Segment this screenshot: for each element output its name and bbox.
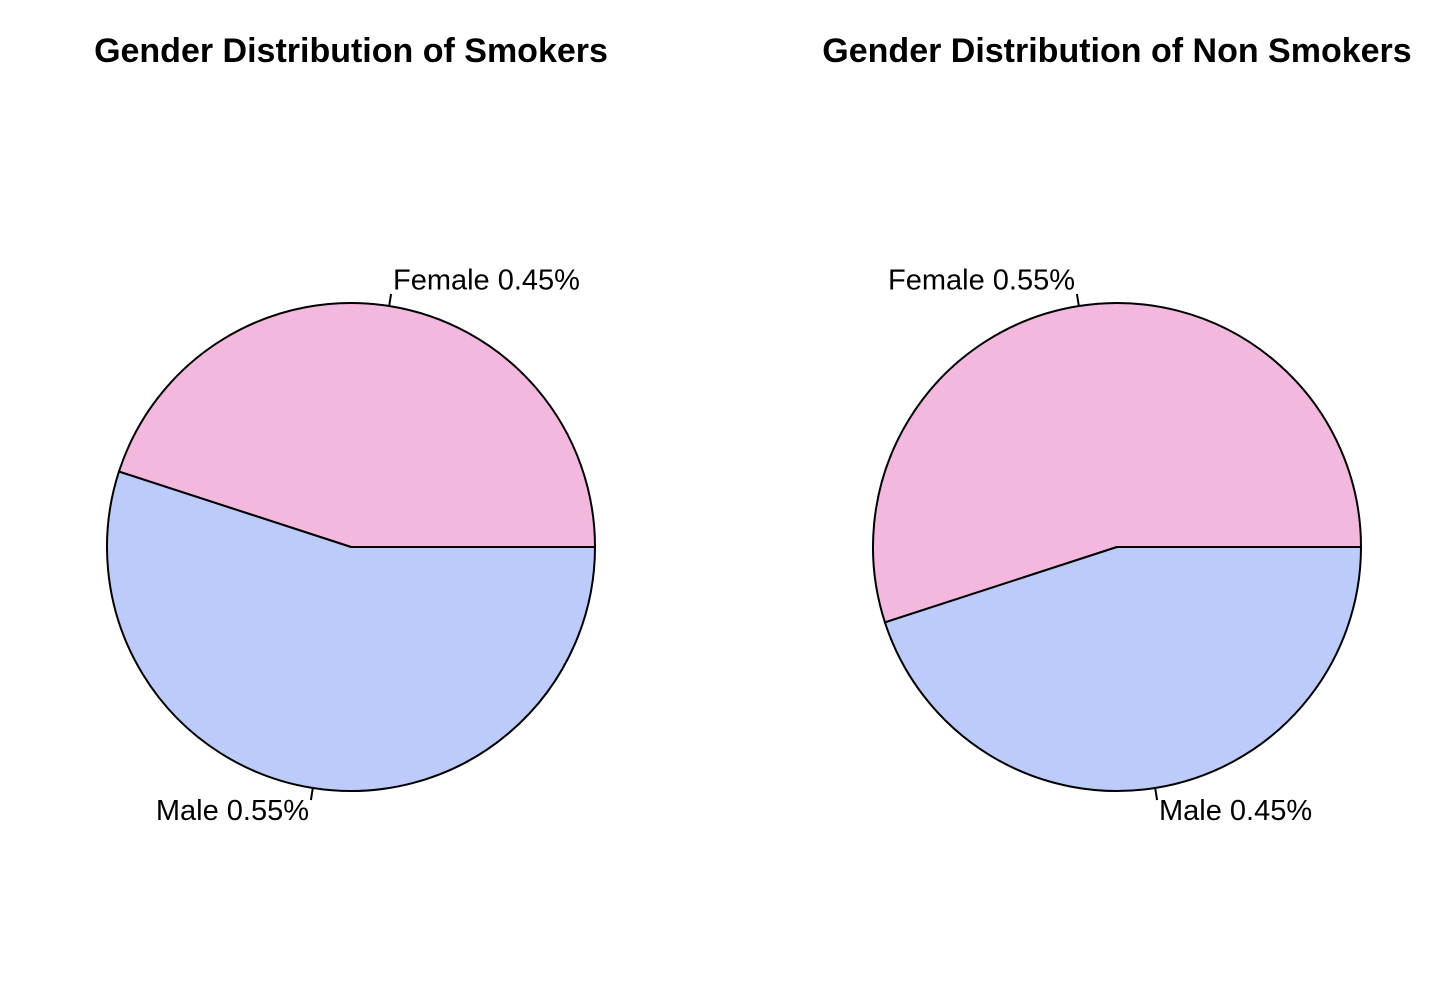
pie-slice-male bbox=[106, 470, 597, 792]
slice-label-male: Male 0.45% bbox=[1159, 795, 1312, 827]
pie-slice-male bbox=[883, 546, 1363, 792]
label-leader-line bbox=[1075, 293, 1080, 307]
label-leader-line bbox=[1154, 787, 1159, 801]
pie-slice-female bbox=[872, 302, 1363, 624]
slice-label-female: Female 0.45% bbox=[393, 265, 580, 297]
chart-title: Gender Distribution of Non Smokers bbox=[822, 32, 1411, 70]
chart-title: Gender Distribution of Smokers bbox=[94, 32, 608, 70]
pie-slice-female bbox=[117, 302, 597, 548]
pie-chart-smokers: Gender Distribution of Smokers Female 0.… bbox=[94, 32, 608, 827]
slice-label-male: Male 0.55% bbox=[156, 795, 309, 827]
label-leader-line bbox=[309, 787, 314, 801]
label-leader-line bbox=[388, 293, 393, 307]
slice-label-female: Female 0.55% bbox=[888, 265, 1075, 297]
pie-chart-non-smokers: Gender Distribution of Non Smokers Femal… bbox=[822, 32, 1411, 827]
